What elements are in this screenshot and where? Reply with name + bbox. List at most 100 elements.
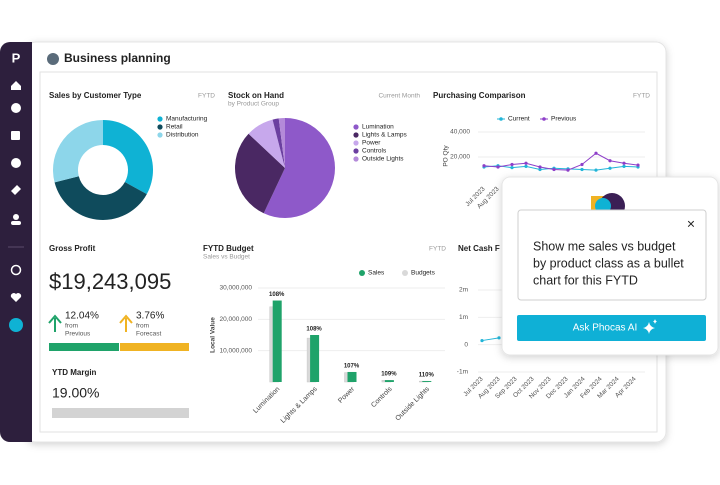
sales-bar	[347, 371, 357, 382]
nav-reports[interactable]	[11, 131, 20, 140]
kpi-change-label: from	[136, 323, 149, 330]
pie-slice	[103, 120, 153, 195]
close-button[interactable]: ×	[687, 216, 695, 232]
up-arrow	[48, 314, 62, 332]
kpi-change-label: from	[65, 323, 78, 330]
y-tick-label: 20,000	[450, 154, 470, 161]
prompt-text: Show me sales vs budget	[533, 239, 676, 253]
y-tick-label: -1m	[457, 369, 468, 376]
nav-favorites[interactable]	[10, 293, 22, 302]
legend-swatch	[353, 132, 359, 138]
bar-label: 108%	[306, 327, 322, 333]
nav-user-body	[11, 221, 21, 225]
point	[538, 165, 542, 169]
y-tick-label: 0	[464, 341, 468, 348]
legend-swatch	[353, 140, 359, 146]
point	[482, 164, 486, 168]
widget-title: Stock on Hand	[228, 91, 284, 100]
bar-label: 110%	[419, 373, 435, 379]
kpi-change: 12.04%	[65, 311, 99, 322]
bar-label: 109%	[381, 372, 397, 378]
point	[480, 338, 484, 343]
sales-bar	[310, 335, 320, 382]
ask-button[interactable]	[517, 315, 706, 341]
point	[594, 168, 598, 172]
point	[538, 167, 542, 172]
sales-bar	[422, 381, 432, 382]
legend-swatch	[353, 148, 359, 154]
nav-analysis[interactable]	[11, 158, 21, 168]
y-tick-label: 2m	[459, 287, 468, 294]
pie-slice	[53, 120, 103, 183]
progress-forecast	[120, 343, 189, 351]
ai-popup: × Show me sales vs budget by product cla…	[501, 176, 719, 356]
pie-slice	[248, 119, 285, 168]
legend-swatch	[157, 124, 163, 130]
sparkle-icon	[643, 319, 657, 334]
y-axis-label: Local Value	[210, 317, 217, 353]
widget-period: FYTD	[198, 93, 215, 100]
pie-slice	[272, 118, 285, 168]
bar-label: 107%	[344, 364, 360, 370]
y-tick-label: 30,000,000	[219, 285, 252, 292]
nav-history[interactable]	[10, 264, 22, 276]
nav-user[interactable]	[13, 214, 19, 220]
widget-period: FYTD	[633, 93, 650, 100]
point	[496, 165, 500, 169]
nav-planning[interactable]	[9, 318, 23, 332]
y-tick-label: 20,000,000	[219, 316, 252, 323]
point	[608, 166, 612, 170]
kpi-value: $19,243,095	[49, 269, 171, 294]
point	[524, 161, 528, 165]
bar-label: 108%	[269, 292, 285, 298]
series-line	[481, 337, 500, 342]
point	[510, 162, 514, 167]
legend-label: Previous	[551, 116, 577, 123]
progress-previous	[49, 343, 119, 351]
nav-home[interactable]	[11, 81, 21, 90]
pie-slice	[278, 118, 285, 168]
nav-dashboard[interactable]	[11, 103, 21, 113]
legend-label: Sales	[368, 270, 385, 277]
legend-swatch	[157, 132, 163, 138]
point	[552, 167, 556, 172]
sidebar	[0, 42, 32, 442]
widget-title: Sales by Customer Type	[49, 91, 142, 100]
point	[622, 164, 626, 168]
legend-label: Budgets	[411, 270, 436, 277]
y-tick-label: 40,000	[450, 129, 470, 136]
kpi-change-label: Forecast	[136, 331, 161, 338]
pie-slice	[263, 118, 335, 218]
legend-label: Current	[508, 116, 530, 123]
series-line	[483, 152, 639, 171]
margin-bar	[52, 408, 189, 418]
widget-subtitle: Sales vs Budget	[203, 254, 250, 261]
widget-period: FYTD	[429, 246, 446, 253]
y-axis-label: PO Qty	[443, 145, 450, 167]
ask-button-label: Ask Phocas AI	[573, 323, 637, 334]
legend-swatch	[359, 270, 365, 276]
legend-label: Distribution	[166, 132, 199, 139]
legend-label: Power	[362, 140, 381, 147]
kpi-value: 19.00%	[52, 385, 99, 401]
y-tick-label: 10,000,000	[219, 347, 252, 354]
widget-subtitle: by Product Group	[228, 101, 279, 108]
point	[566, 168, 570, 172]
prompt-box[interactable]	[517, 209, 707, 301]
widget-title: YTD Margin	[52, 368, 97, 377]
nav-tags[interactable]	[11, 185, 21, 195]
widget-period: Current Month	[378, 93, 420, 100]
legend-swatch	[542, 117, 546, 121]
up-arrow	[119, 314, 133, 332]
point	[608, 159, 612, 163]
sales-bar	[384, 380, 394, 382]
widget-title: Purchasing Comparison	[433, 91, 526, 100]
legend-label: Manufacturing	[166, 116, 208, 123]
kpi-change: 3.76%	[136, 311, 164, 322]
legend-label: Lumination	[362, 124, 394, 131]
point	[594, 151, 598, 155]
legend-swatch	[402, 270, 408, 276]
logo: P	[12, 50, 21, 65]
